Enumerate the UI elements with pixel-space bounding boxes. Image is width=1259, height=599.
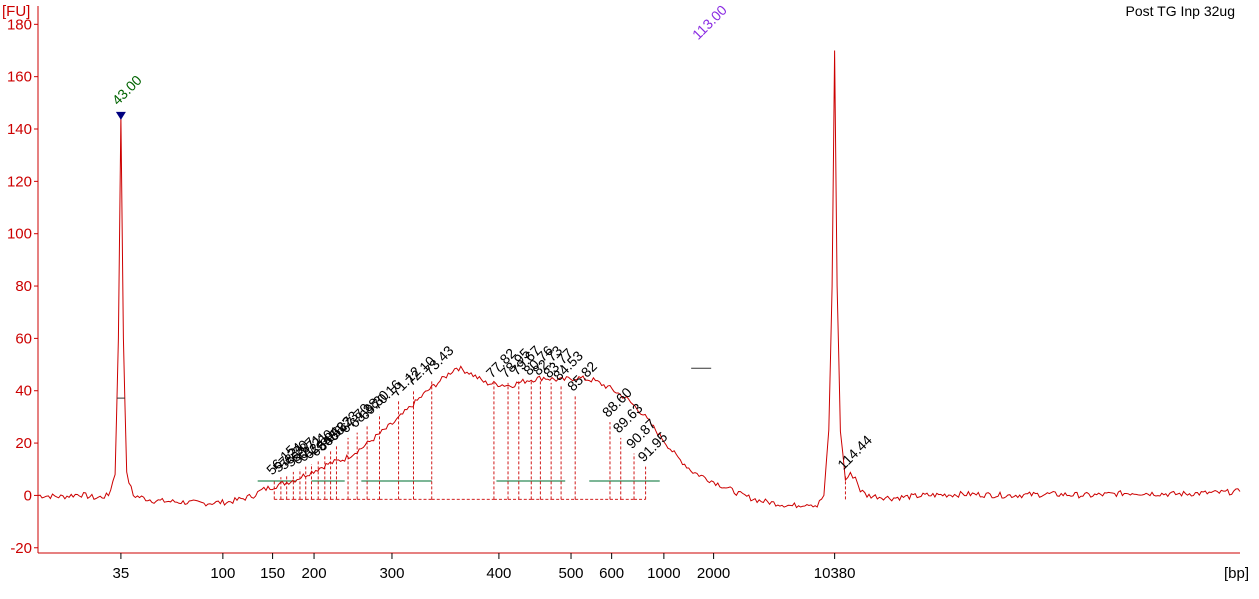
x-tick-label: 500 [559, 565, 584, 582]
y-tick-label: 100 [7, 226, 32, 243]
marker-label: 43.00 [109, 72, 145, 108]
marker-label: 113.00 [689, 2, 730, 43]
y-tick-label: 60 [15, 330, 32, 347]
y-tick-label: 180 [7, 16, 32, 33]
x-tick-label: 1000 [647, 565, 680, 582]
x-tick-label: 300 [379, 565, 404, 582]
y-axis-label: [FU] [2, 3, 30, 20]
x-tick-label: 150 [260, 565, 285, 582]
y-tick-label: 0 [24, 487, 32, 504]
axes: -20 0 20 40 60 80 100 120 140 160 180 35 100 150 200 30… [7, 6, 1240, 582]
x-tick-label: 10380 [814, 565, 856, 582]
x-tick-label: 600 [599, 565, 624, 582]
y-tick-label: -20 [10, 540, 32, 557]
y-tick-label: 120 [7, 173, 32, 190]
lower-marker-triangle-icon [115, 111, 126, 120]
x-tick-label: 200 [302, 565, 327, 582]
peak-labels: 56.1557.2458.3059.8760.7161.2162.6063.64… [109, 2, 876, 478]
y-tick-label: 80 [15, 278, 32, 295]
y-tick-label: 140 [7, 121, 32, 138]
x-axis-label: [bp] [1224, 565, 1249, 582]
peak-lines [273, 380, 846, 500]
peak-label: 114.44 [834, 432, 875, 473]
marker-peaks [115, 111, 712, 399]
y-tick-label: 40 [15, 383, 32, 400]
signal-trace [37, 50, 1241, 509]
y-tick-label: 160 [7, 69, 32, 86]
y-tick-label: 20 [15, 435, 32, 452]
chart-title: Post TG Inp 32ug [1126, 3, 1235, 19]
x-tick-label: 400 [486, 565, 511, 582]
x-tick-label: 100 [210, 565, 235, 582]
x-tick-label: 35 [113, 565, 130, 582]
x-tick-label: 2000 [697, 565, 730, 582]
